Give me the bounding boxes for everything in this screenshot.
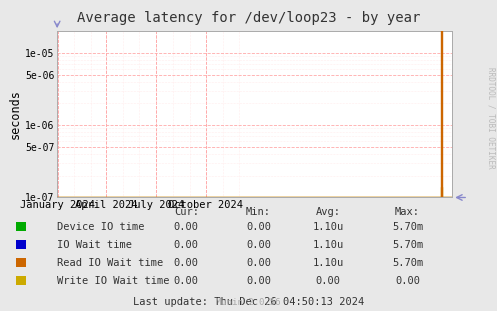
- Text: Max:: Max:: [395, 207, 420, 217]
- Text: 0.00: 0.00: [174, 222, 199, 232]
- Text: Last update: Thu Dec 26 04:50:13 2024: Last update: Thu Dec 26 04:50:13 2024: [133, 297, 364, 307]
- Text: 1.10u: 1.10u: [313, 240, 343, 250]
- Text: RRDTOOL / TOBI OETIKER: RRDTOOL / TOBI OETIKER: [487, 67, 496, 169]
- Text: 0.00: 0.00: [395, 276, 420, 286]
- Text: Read IO Wait time: Read IO Wait time: [57, 258, 164, 268]
- Text: 0.00: 0.00: [246, 258, 271, 268]
- Text: IO Wait time: IO Wait time: [57, 240, 132, 250]
- Text: 0.00: 0.00: [246, 222, 271, 232]
- Text: 1.10u: 1.10u: [313, 258, 343, 268]
- Text: 0.00: 0.00: [174, 276, 199, 286]
- Text: Avg:: Avg:: [316, 207, 340, 217]
- Text: 0.00: 0.00: [246, 276, 271, 286]
- Text: 5.70m: 5.70m: [392, 258, 423, 268]
- Text: 5.70m: 5.70m: [392, 240, 423, 250]
- Text: Cur:: Cur:: [174, 207, 199, 217]
- Text: 0.00: 0.00: [316, 276, 340, 286]
- Text: Munin 2.0.56: Munin 2.0.56: [216, 298, 281, 307]
- Text: 1.10u: 1.10u: [313, 222, 343, 232]
- Text: 0.00: 0.00: [174, 258, 199, 268]
- Text: 0.00: 0.00: [246, 240, 271, 250]
- Text: Device IO time: Device IO time: [57, 222, 145, 232]
- Text: Write IO Wait time: Write IO Wait time: [57, 276, 169, 286]
- Text: 0.00: 0.00: [174, 240, 199, 250]
- Text: Average latency for /dev/loop23 - by year: Average latency for /dev/loop23 - by yea…: [77, 11, 420, 25]
- Text: Min:: Min:: [246, 207, 271, 217]
- Y-axis label: seconds: seconds: [9, 89, 22, 139]
- Text: 5.70m: 5.70m: [392, 222, 423, 232]
